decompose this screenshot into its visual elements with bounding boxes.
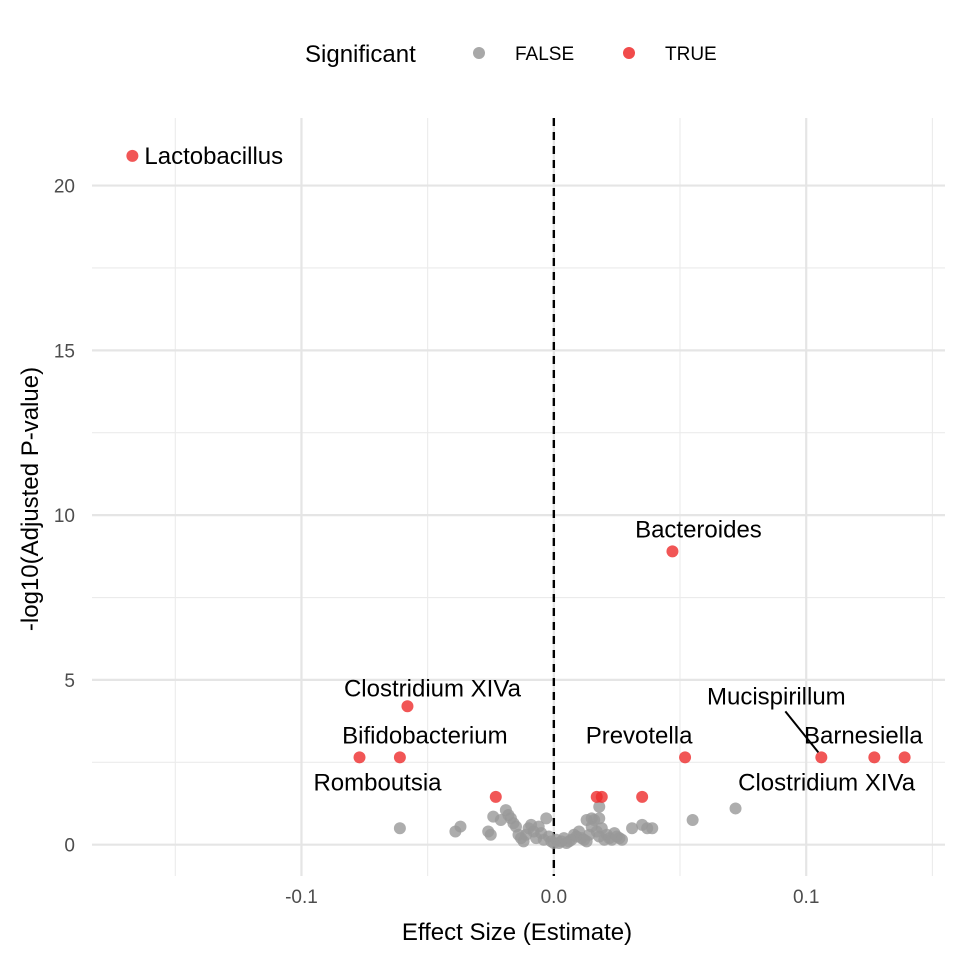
data-point-significant [126, 149, 139, 162]
data-point-significant [868, 751, 881, 764]
x-axis-ticks: -0.1 0.0 0.1 [285, 887, 819, 908]
points-significant [126, 149, 911, 803]
label-connectors [784, 710, 820, 753]
point-label: Clostridium XIVa [344, 675, 522, 702]
y-tick-label: 0 [64, 836, 75, 857]
data-point-significant [353, 751, 366, 764]
points-not-significant [393, 800, 742, 850]
x-tick-label: -0.1 [285, 887, 318, 908]
point-label: Clostridium XIVa [738, 769, 916, 796]
data-point-significant [815, 751, 828, 764]
data-point-not-significant [540, 812, 553, 825]
legend-key-true [623, 47, 635, 59]
point-label: Prevotella [586, 722, 693, 749]
label-connector [784, 710, 820, 753]
y-tick-label: 5 [64, 671, 75, 692]
data-point-not-significant [454, 820, 467, 833]
x-tick-label: 0.0 [541, 887, 567, 908]
y-tick-label: 20 [54, 177, 75, 198]
y-tick-label: 15 [54, 341, 75, 362]
data-point-not-significant [729, 802, 742, 815]
data-point-significant [401, 700, 414, 713]
point-label: Bacteroides [635, 516, 762, 543]
y-tick-label: 10 [54, 506, 75, 527]
grid-minor [92, 118, 945, 876]
data-point-not-significant [593, 812, 606, 825]
legend-title: Significant [305, 41, 416, 68]
data-point-significant [898, 751, 911, 764]
legend: Significant FALSE TRUE [305, 41, 717, 68]
x-tick-label: 0.1 [793, 887, 819, 908]
data-point-not-significant [580, 813, 593, 826]
data-point-not-significant [686, 813, 699, 826]
legend-label-true: TRUE [665, 44, 717, 65]
data-point-not-significant [482, 825, 495, 838]
data-point-not-significant [626, 822, 639, 835]
point-label: Bifidobacterium [342, 722, 507, 749]
data-point-significant [489, 790, 502, 803]
point-labels: Lactobacillus Bacteroides Clostridium XIVa… [144, 143, 923, 796]
data-point-not-significant [593, 800, 606, 813]
point-label: Lactobacillus [144, 143, 283, 170]
data-point-significant [595, 790, 608, 803]
point-label: Barnesiella [804, 722, 923, 749]
data-point-significant [636, 790, 649, 803]
data-point-not-significant [615, 833, 628, 846]
legend-label-false: FALSE [515, 44, 574, 65]
data-point-not-significant [393, 822, 406, 835]
data-point-significant [679, 751, 692, 764]
legend-key-false [473, 47, 485, 59]
data-point-significant [393, 751, 406, 764]
y-axis-ticks: 0 5 10 15 20 [54, 177, 75, 857]
point-label: Mucispirillum [707, 683, 846, 710]
data-point-significant [666, 545, 679, 558]
y-axis-title: -log10(Adjusted P-value) [17, 367, 44, 631]
x-axis-title: Effect Size (Estimate) [402, 919, 632, 946]
point-label: Romboutsia [313, 769, 442, 796]
data-point-not-significant [646, 822, 659, 835]
